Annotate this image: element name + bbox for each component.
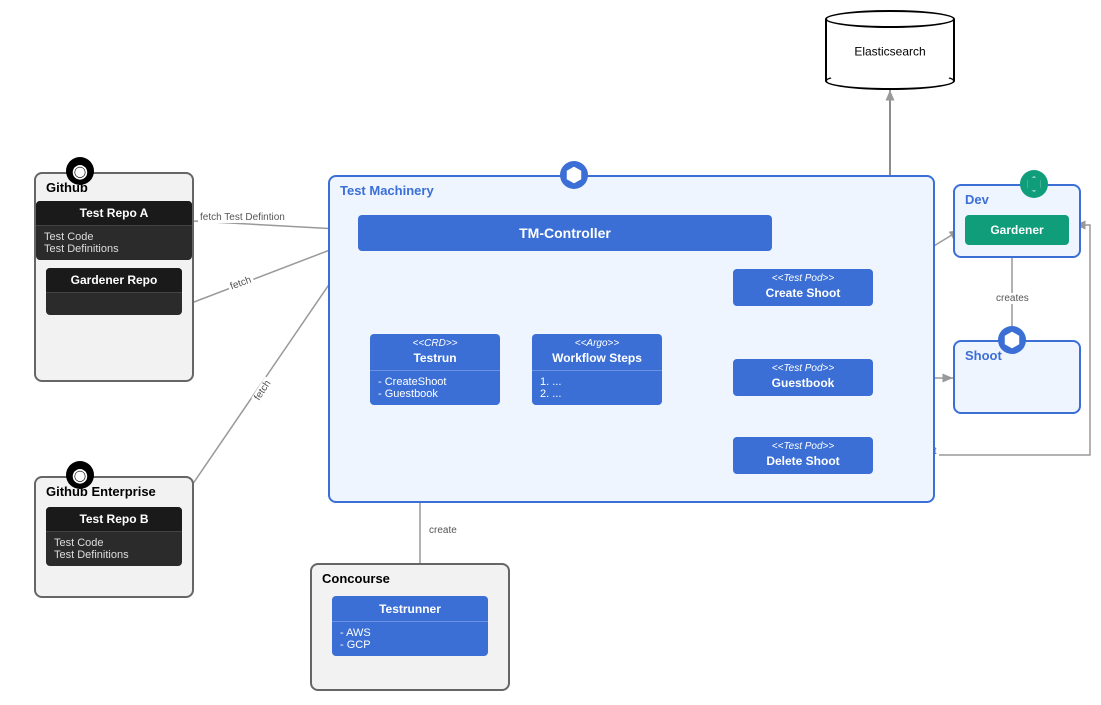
test-repo-a-name: Test Repo A xyxy=(36,201,192,226)
testrunner-item2: - GCP xyxy=(340,639,480,651)
k8s-icon-tm xyxy=(560,161,588,189)
label-create2: create xyxy=(427,525,459,536)
label-fetch1: fetch xyxy=(227,274,255,293)
github-ent-icon: ◉ xyxy=(66,461,94,489)
testrun-item2: - Guestbook xyxy=(378,388,492,400)
workflow-sup: <<Argo>> xyxy=(532,334,662,349)
workflow-item1: 1. ... xyxy=(540,376,654,388)
pod-create-name: Create Shoot xyxy=(733,284,873,306)
testrunner-name: Testrunner xyxy=(332,596,488,621)
github-icon: ◉ xyxy=(66,157,94,185)
pod-delete-shoot: <<Test Pod>> Delete Shoot xyxy=(733,437,873,474)
testrun-name: Testrun xyxy=(370,349,500,370)
gardener-label: Gardener xyxy=(990,223,1043,237)
gardener-repo-name: Gardener Repo xyxy=(46,268,182,293)
pod-delete-name: Delete Shoot xyxy=(733,452,873,474)
concourse-panel: Concourse Testrunner - AWS - GCP xyxy=(310,563,510,691)
elasticsearch-label: Elasticsearch xyxy=(825,44,955,58)
workflow-name: Workflow Steps xyxy=(532,349,662,370)
gardener-box: Gardener xyxy=(965,215,1069,245)
label-creates: creates xyxy=(994,293,1031,304)
pod-delete-sup: <<Test Pod>> xyxy=(733,437,873,452)
test-repo-b-name: Test Repo B xyxy=(46,507,182,532)
github-ent-panel: Github Enterprise Test Repo B Test Code … xyxy=(34,476,194,598)
workflow-item2: 2. ... xyxy=(540,388,654,400)
testrunner-box: Testrunner - AWS - GCP xyxy=(332,596,488,656)
label-fetch-def: fetch Test Defintion xyxy=(198,212,287,223)
test-machinery-panel: Test Machinery TM-Controller <<CRD>> Tes… xyxy=(328,175,935,503)
pod-guestbook: <<Test Pod>> Guestbook xyxy=(733,359,873,396)
elasticsearch-db: Elasticsearch xyxy=(825,10,955,90)
tm-title: Test Machinery xyxy=(330,177,933,204)
test-repo-a-line2: Test Definitions xyxy=(44,243,184,255)
pod-create-sup: <<Test Pod>> xyxy=(733,269,873,284)
label-fetch2: fetch xyxy=(251,377,274,405)
test-repo-a-line1: Test Code xyxy=(44,231,184,243)
test-repo-b: Test Repo B Test Code Test Definitions xyxy=(46,507,182,566)
dev-panel: Dev Gardener xyxy=(953,184,1081,258)
testrun-item1: - CreateShoot xyxy=(378,376,492,388)
k8s-icon-shoot xyxy=(998,326,1026,354)
github-panel: Github Test Repo A Test Code Test Defini… xyxy=(34,172,194,382)
test-repo-b-line1: Test Code xyxy=(54,537,174,549)
testrun-box: <<CRD>> Testrun - CreateShoot - Guestboo… xyxy=(370,334,500,405)
testrun-sup: <<CRD>> xyxy=(370,334,500,349)
concourse-title: Concourse xyxy=(312,565,508,592)
gardener-icon xyxy=(1020,170,1048,198)
dev-title: Dev xyxy=(955,186,1079,213)
pod-guest-sup: <<Test Pod>> xyxy=(733,359,873,374)
test-repo-a: Test Repo A Test Code Test Definitions xyxy=(36,201,192,260)
pod-guest-name: Guestbook xyxy=(733,374,873,396)
gardener-repo: Gardener Repo xyxy=(46,268,182,315)
workflow-box: <<Argo>> Workflow Steps 1. ... 2. ... xyxy=(532,334,662,405)
tm-controller-label: TM-Controller xyxy=(358,215,772,251)
pod-create-shoot: <<Test Pod>> Create Shoot xyxy=(733,269,873,306)
tm-controller: TM-Controller xyxy=(358,215,772,251)
test-repo-b-line2: Test Definitions xyxy=(54,549,174,561)
github-ent-title: Github Enterprise xyxy=(36,478,192,505)
testrunner-item1: - AWS xyxy=(340,627,480,639)
github-title: Github xyxy=(36,174,192,201)
